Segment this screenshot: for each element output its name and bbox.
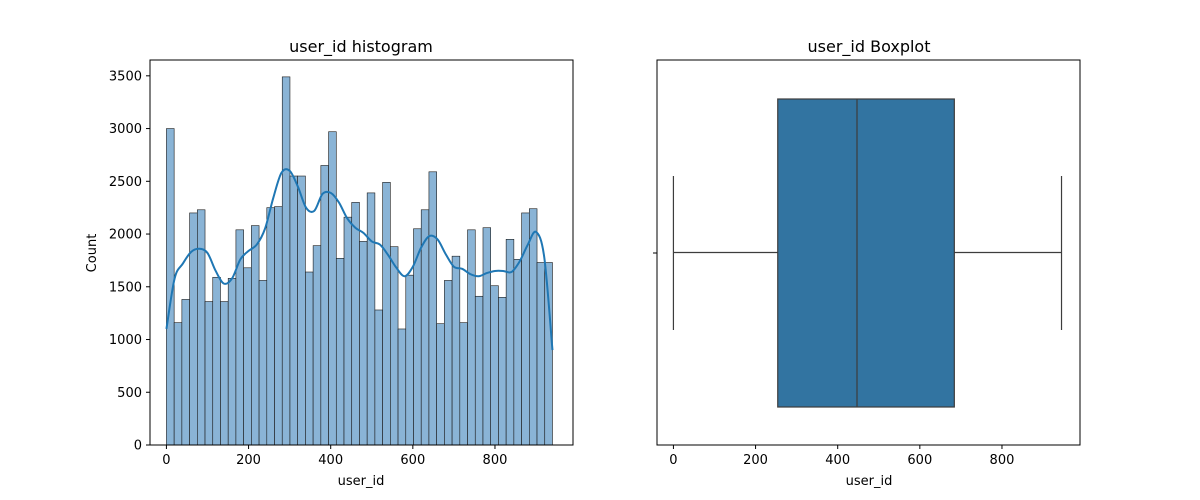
histogram-bar <box>351 202 360 446</box>
histogram-bar <box>490 285 499 446</box>
boxplot-x-tick-label: 200 <box>743 453 768 468</box>
kde-curve-group <box>165 168 554 351</box>
histogram-bar <box>297 175 306 446</box>
histogram-bar <box>474 295 484 446</box>
histogram-bar <box>266 207 275 446</box>
histogram-bar <box>220 301 229 446</box>
histogram-x-ticks: 0 200 400 600 800 <box>162 445 507 468</box>
boxplot-x-tick-label: 400 <box>825 453 850 468</box>
histogram-bar <box>513 259 522 446</box>
boxplot-x-axis-label: user_id <box>846 474 893 489</box>
histogram-bar <box>328 131 337 446</box>
histogram-bar <box>529 208 538 446</box>
histogram-bar <box>459 322 468 446</box>
histogram-bar <box>382 182 391 446</box>
histogram-plot-frame <box>149 59 574 446</box>
histogram-y-tick-label: 500 <box>117 386 142 401</box>
histogram-bar <box>320 165 329 446</box>
histogram-bar <box>251 225 260 446</box>
histogram-y-tick-label: 1500 <box>109 280 142 295</box>
histogram-panel: user_id histogram 0 200 400 600 800 0 500 1000… <box>85 37 574 489</box>
histogram-bar <box>212 276 221 446</box>
histogram-title: user_id histogram <box>289 37 433 57</box>
histogram-bars <box>166 76 553 446</box>
histogram-bar <box>366 192 376 446</box>
histogram-bar <box>498 297 507 446</box>
histogram-bar <box>436 323 445 446</box>
histogram-y-tick-label: 3500 <box>109 69 142 84</box>
histogram-y-tick-label: 2500 <box>109 175 142 190</box>
boxplot-x-tick-label: 800 <box>990 453 1015 468</box>
histogram-bar <box>305 271 314 446</box>
histogram-bar <box>281 76 291 446</box>
histogram-bar <box>451 255 461 446</box>
iqr-box <box>777 98 955 408</box>
histogram-y-tick-label: 0 <box>134 439 142 454</box>
histogram-bar <box>544 262 553 446</box>
boxplot-x-ticks: 0 200 400 600 800 <box>669 445 1014 468</box>
histogram-bar <box>204 301 214 446</box>
histogram-bar <box>359 241 368 446</box>
histogram-bar <box>197 209 206 446</box>
boxplot-panel: user_id Boxplot 0 200 400 600 800 user_id <box>653 37 1081 489</box>
histogram-bar <box>243 267 252 446</box>
histogram-x-axis-label: user_id <box>338 474 385 489</box>
histogram-bar <box>189 212 198 446</box>
boxplot-shapes <box>672 98 1063 408</box>
histogram-x-tick-label: 400 <box>318 453 343 468</box>
histogram-bar <box>274 206 283 446</box>
histogram-bar <box>397 328 407 446</box>
histogram-bar <box>405 274 414 446</box>
histogram-y-ticks: 0 500 1000 1500 2000 2500 3000 3500 <box>109 69 150 454</box>
histogram-bar <box>227 278 237 446</box>
histogram-x-tick-label: 0 <box>162 453 170 468</box>
boxplot-title: user_id Boxplot <box>808 37 931 57</box>
boxplot-x-tick-label: 600 <box>907 453 932 468</box>
histogram-bar <box>482 227 491 446</box>
histogram-bar <box>374 309 383 446</box>
histogram-bar <box>467 229 476 446</box>
histogram-bar <box>312 245 322 446</box>
histogram-bar <box>343 216 353 446</box>
histogram-bar <box>536 262 546 446</box>
histogram-x-tick-label: 800 <box>483 453 508 468</box>
histogram-bar <box>289 175 298 446</box>
boxplot-x-tick-label: 0 <box>669 453 677 468</box>
kde-line <box>165 168 554 351</box>
histogram-y-axis-label: Count <box>85 234 100 273</box>
histogram-y-tick-label: 2000 <box>109 228 142 243</box>
histogram-bar <box>335 258 345 446</box>
histogram-y-tick-label: 3000 <box>109 122 142 137</box>
histogram-bar <box>390 246 399 446</box>
histogram-bar <box>181 299 190 446</box>
histogram-y-tick-label: 1000 <box>109 333 142 348</box>
histogram-bar <box>444 280 453 446</box>
histogram-bar <box>428 171 437 446</box>
histogram-bar <box>258 280 268 446</box>
histogram-bar <box>173 322 183 446</box>
histogram-x-tick-label: 200 <box>236 453 261 468</box>
histogram-x-tick-label: 600 <box>400 453 425 468</box>
